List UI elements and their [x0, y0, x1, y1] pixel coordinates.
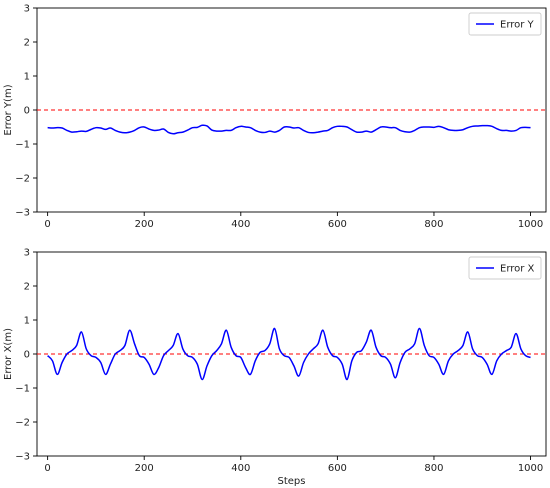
y-tick-label: 3	[24, 248, 30, 259]
series-line-error-y	[47, 124, 531, 135]
x-tick-label: 0	[44, 219, 50, 230]
y-tick-label: −2	[15, 418, 30, 429]
x-tick-label: 800	[424, 219, 443, 230]
x-tick-label: 600	[328, 219, 347, 230]
y-tick-label: 0	[24, 350, 30, 361]
y-tick-label: 1	[24, 72, 30, 83]
x-axis-label: Steps	[278, 476, 306, 487]
x-tick-label: 200	[135, 219, 154, 230]
y-tick-label: 2	[24, 282, 30, 293]
top-panel: 3 2 1 0 −1 −2 −3 0 200 400 600 800 1000 Error Y(m) Err…	[3, 4, 547, 230]
x-tick-label: 400	[231, 463, 250, 474]
x-tick-label: 1000	[518, 219, 543, 230]
y-tick-label: −3	[15, 452, 30, 463]
bottom-panel: 3 2 1 0 −1 −2 −3 0 200 400 600 800 1000 Error X(m) Ste…	[3, 248, 547, 487]
legend-label: Error Y	[500, 20, 535, 31]
x-tick-label: 1000	[518, 463, 543, 474]
y-tick-label: 1	[24, 316, 30, 327]
x-tick-label: 0	[44, 463, 50, 474]
y-tick-label: 3	[24, 4, 30, 15]
legend-box	[468, 256, 542, 280]
legend-label: Error X	[500, 264, 535, 275]
y-axis-label: Error Y(m)	[3, 84, 14, 135]
y-tick-label: −1	[15, 384, 30, 395]
x-tick-label: 800	[424, 463, 443, 474]
x-tick-label: 400	[231, 219, 250, 230]
y-tick-label: −2	[15, 174, 30, 185]
y-tick-label: −1	[15, 140, 30, 151]
x-tick-label: 600	[328, 463, 347, 474]
y-tick-label: −3	[15, 208, 30, 219]
y-tick-label: 0	[24, 106, 30, 117]
legend-box	[468, 12, 542, 36]
series-line-error-x	[47, 327, 531, 381]
y-tick-label: 2	[24, 38, 30, 49]
y-axis-label: Error X(m)	[3, 328, 14, 380]
x-tick-label: 200	[135, 463, 154, 474]
